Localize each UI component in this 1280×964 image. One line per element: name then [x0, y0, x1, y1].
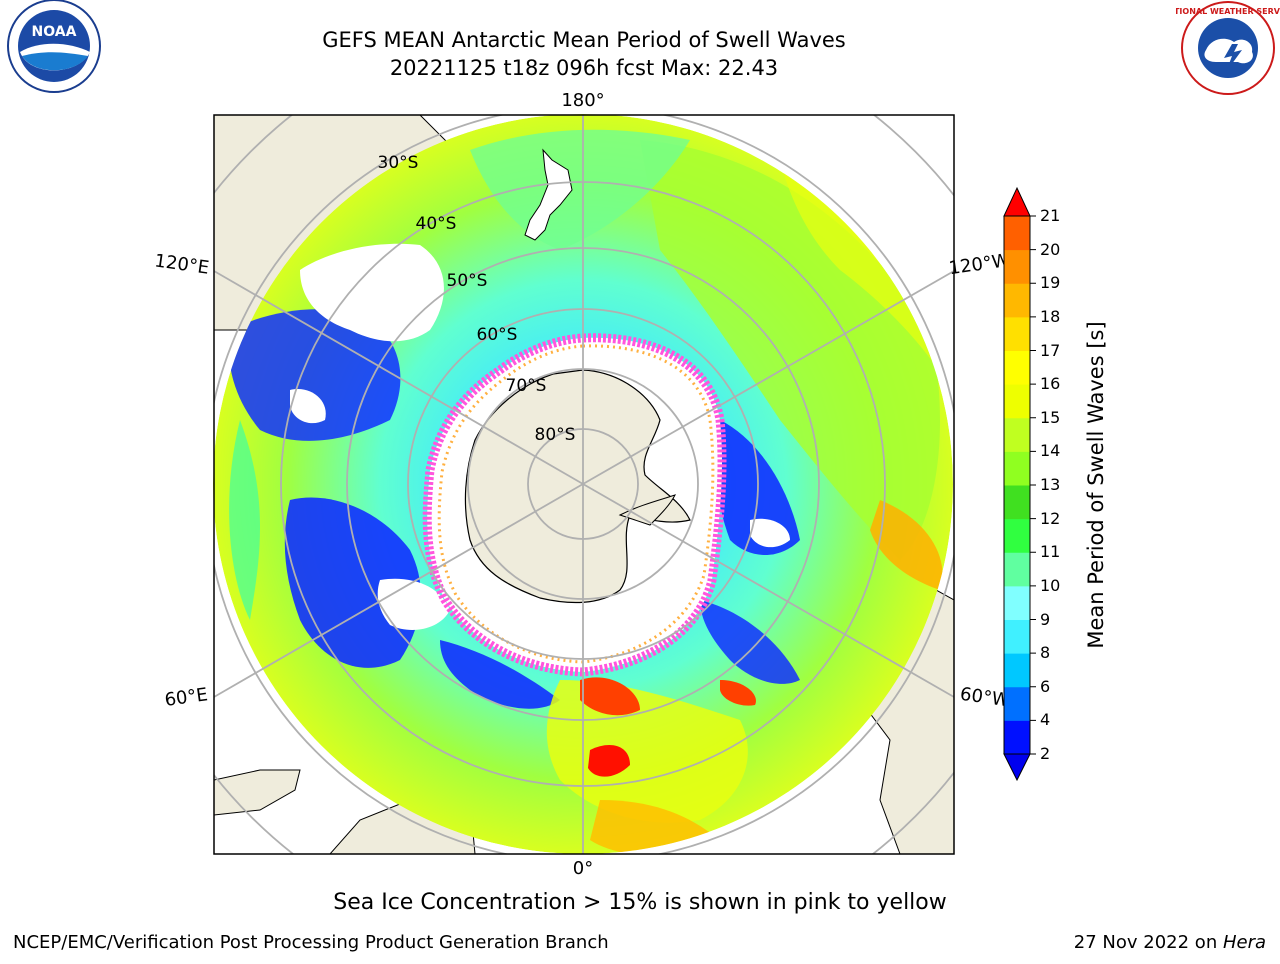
colorbar-segment	[1004, 249, 1030, 284]
colorbar-segment	[1004, 518, 1030, 553]
lat-label-30s: 30°S	[378, 153, 419, 173]
colorbar-tick-label: 14	[1040, 441, 1061, 461]
footer-host: Hera	[1222, 932, 1266, 953]
lat-label-40s: 40°S	[416, 214, 457, 234]
antarctic-region	[422, 333, 727, 677]
colorbar-segment	[1004, 552, 1030, 587]
colorbar-tick-label: 16	[1040, 374, 1061, 394]
colorbar-under-extension	[1003, 753, 1031, 782]
colorbar-tick-label: 15	[1040, 407, 1061, 427]
colorbar-segment	[1004, 451, 1030, 486]
africa-land	[214, 769, 301, 816]
lon-label-0: 0°	[573, 858, 593, 879]
colorbar-tick-label: 4	[1040, 710, 1051, 730]
colorbar-title: Mean Period of Swell Waves [s]	[1084, 321, 1108, 649]
lon-label-120w: 120°W	[947, 250, 1011, 279]
colorbar-tick-label: 20	[1040, 239, 1061, 259]
sea-ice-caption: Sea Ice Concentration > 15% is shown in …	[0, 889, 1280, 917]
footer-date-text: 27 Nov 2022 on	[1073, 932, 1223, 953]
footer-branch: NCEP/EMC/Verification Post Processing Pr…	[13, 932, 609, 953]
noaa-logo-icon: NOAA	[7, 0, 101, 93]
chart-title: GEFS MEAN Antarctic Mean Period of Swell…	[322, 28, 846, 52]
colorbar-tick-label: 8	[1040, 643, 1051, 663]
colorbar-tick-label: 21	[1040, 206, 1061, 225]
lon-label-120e: 120°E	[153, 250, 210, 278]
national-weather-service-logo-icon: NATIONAL WEATHER SERVICE	[1176, 1, 1280, 95]
colorbar-tick-label: 18	[1040, 306, 1061, 326]
chart-subtitle: 20221125 t18z 096h fcst Max: 22.43	[389, 56, 779, 80]
colorbar-segment	[1004, 417, 1030, 452]
colorbar-tick-label: 13	[1040, 475, 1061, 494]
colorbar-segment	[1004, 619, 1030, 654]
colorbar-segment	[1004, 216, 1030, 251]
colorbar-segment	[1004, 686, 1030, 721]
lat-label-60s: 60°S	[477, 325, 518, 345]
antarctic-peninsula	[618, 494, 676, 526]
sea-ice-caption-text: Sea Ice Concentration > 15% is shown in …	[333, 890, 947, 915]
new-zealand-land	[524, 148, 573, 241]
colorbar-tick-label: 2	[1040, 744, 1051, 763]
graticule	[214, 115, 954, 854]
lon-label-60w: 60°W	[959, 684, 1011, 712]
colorbar-segment	[1004, 283, 1030, 318]
colorbar-tick-label: 17	[1040, 340, 1061, 360]
svg-text:NOAA: NOAA	[32, 24, 77, 40]
footer-date: 27 Nov 2022 on Hera	[1074, 931, 1266, 955]
colorbar-segment	[1004, 384, 1030, 419]
colorbar-segment	[1004, 653, 1030, 688]
colorbar-tick-label: 9	[1040, 609, 1051, 629]
svg-text:NATIONAL WEATHER SERVICE: NATIONAL WEATHER SERVICE	[1176, 7, 1280, 16]
colorbar-segment	[1004, 585, 1030, 620]
map-frame	[213, 114, 955, 855]
colorbar-tick-label: 11	[1040, 542, 1061, 562]
lat-label-50s: 50°S	[447, 271, 488, 291]
colorbar-segment	[1004, 485, 1030, 520]
lon-label-180: 180°	[561, 90, 604, 111]
colorbar-tick-label: 6	[1040, 676, 1051, 696]
colorbar-over-extension	[1003, 186, 1031, 217]
lon-label-60e: 60°E	[163, 684, 209, 711]
colorbar-segment	[1004, 350, 1030, 385]
colorbar	[1003, 186, 1036, 782]
colorbar-tick-label: 12	[1040, 508, 1061, 528]
colorbar-segment	[1004, 720, 1030, 755]
lat-label-70s: 70°S	[506, 376, 547, 396]
colorbar-segment	[1004, 316, 1030, 351]
lat-label-80s: 80°S	[535, 425, 576, 445]
colorbar-tick-label: 19	[1040, 273, 1061, 293]
colorbar-tick-label: 10	[1040, 575, 1061, 595]
